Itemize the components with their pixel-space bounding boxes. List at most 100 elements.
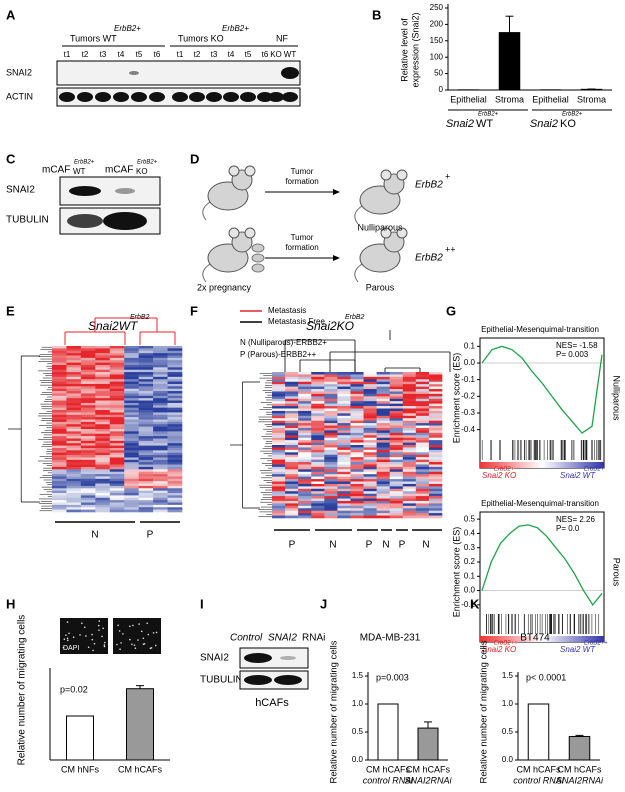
heatmap-cell xyxy=(109,353,125,356)
y-tick-label: 1.0 xyxy=(352,699,364,708)
heatmap-cell xyxy=(298,423,312,426)
cell-dot xyxy=(104,641,106,644)
heatmap-cell xyxy=(66,471,82,475)
heatmap-cell xyxy=(363,418,377,421)
y-tick-label: 1.5 xyxy=(502,671,514,680)
heatmap-cell xyxy=(52,504,67,508)
heatmap-cell xyxy=(363,393,377,397)
column-label: N xyxy=(422,540,429,551)
heatmap-cell xyxy=(153,457,168,461)
heatmap-cell xyxy=(52,410,67,413)
heatmap-cell xyxy=(285,376,299,380)
heatmap-cell xyxy=(95,443,111,446)
heatmap-cell xyxy=(66,459,82,463)
heatmap-cell xyxy=(285,381,299,385)
heatmap-cell xyxy=(389,483,404,487)
band xyxy=(240,92,256,102)
heatmap-cell xyxy=(95,346,111,349)
heatmap-cell xyxy=(311,413,325,417)
heatmap-cell xyxy=(376,508,390,511)
heatmap-cell xyxy=(311,435,325,438)
heatmap-cell xyxy=(272,374,286,378)
cell-dot xyxy=(134,647,137,650)
es-curve xyxy=(481,524,603,606)
heatmap-cell xyxy=(415,427,430,431)
heatmap-cell xyxy=(272,386,286,390)
heatmap-cell xyxy=(80,393,96,397)
heatmap-cell xyxy=(298,432,312,436)
heatmap-cell xyxy=(402,384,417,387)
heatmap-cell xyxy=(363,510,377,514)
heatmap-cell xyxy=(337,391,351,395)
heatmap-cell xyxy=(389,445,404,448)
heatmap-cell xyxy=(298,510,312,514)
heatmap-cell xyxy=(124,350,139,354)
heatmap-cell xyxy=(415,423,430,426)
heatmap-cell xyxy=(272,471,286,475)
heatmap-cell xyxy=(363,457,377,460)
group-sup: ErbB2+ xyxy=(114,24,141,33)
heatmap-cell xyxy=(376,379,390,383)
row-label: ACTIN xyxy=(6,91,33,101)
heatmap-cell xyxy=(66,388,82,392)
heatmap-cell xyxy=(311,488,325,492)
heatmap-cell xyxy=(95,400,111,404)
heatmap-cell xyxy=(124,478,139,482)
heatmap-cell xyxy=(389,437,404,441)
heatmap-cell xyxy=(80,488,96,491)
heatmap-cell xyxy=(324,483,338,487)
heatmap-cell xyxy=(80,447,96,451)
heatmap-cell xyxy=(52,400,67,404)
heatmap-cell xyxy=(153,431,168,435)
heatmap-cell xyxy=(124,469,139,472)
heatmap-cell xyxy=(66,452,82,456)
heatmap-cell xyxy=(95,500,111,503)
heatmap-cell xyxy=(95,471,111,475)
heatmap-cell xyxy=(167,478,183,482)
heatmap-cell xyxy=(337,496,351,499)
heatmap-cell xyxy=(428,372,443,375)
cell-dot xyxy=(155,631,158,634)
heatmap-cell xyxy=(311,403,325,407)
heatmap-cell xyxy=(415,483,430,487)
column-label: mCAF xyxy=(42,165,70,176)
heatmap-cell xyxy=(95,369,111,373)
heatmap-cell xyxy=(298,401,312,404)
heatmap-cell xyxy=(285,500,299,504)
heatmap-cell xyxy=(52,402,67,406)
heatmap-cell xyxy=(153,400,168,404)
cell-dot xyxy=(85,635,87,637)
heatmap-cell xyxy=(95,395,111,399)
cell-dot xyxy=(65,634,67,636)
bar xyxy=(568,735,591,761)
heatmap-cell xyxy=(285,408,299,412)
heatmap-cell xyxy=(272,481,286,485)
y-axis-label: Enrichment score (ES) xyxy=(451,527,461,618)
heatmap-cell xyxy=(109,395,125,399)
heatmap-cell xyxy=(285,423,299,426)
heatmap-cell xyxy=(363,406,377,409)
lane-label: t6 xyxy=(154,50,161,59)
heatmap-cell xyxy=(324,376,338,380)
heatmap-cell xyxy=(66,355,82,359)
heatmap-cell xyxy=(428,503,443,507)
group-sup: ErbB2+ xyxy=(222,24,249,33)
heatmap-cell xyxy=(428,413,443,417)
cell-dot xyxy=(152,632,155,634)
lane-label: t2 xyxy=(82,50,89,59)
genotype-sup: + xyxy=(445,171,450,181)
heatmap-cell xyxy=(285,401,299,404)
blot xyxy=(239,647,309,669)
heatmap-cell xyxy=(376,500,390,504)
heatmap-cell xyxy=(167,346,183,349)
heatmap-cell xyxy=(376,415,390,419)
heatmap-cell xyxy=(337,498,351,502)
cell-dot xyxy=(146,622,148,625)
heatmap-cell xyxy=(138,488,154,491)
heatmap-cell xyxy=(337,442,351,446)
heatmap-cell xyxy=(324,449,338,453)
heatmap-cell xyxy=(337,479,351,482)
heatmap-cell xyxy=(109,488,125,491)
heatmap-cell xyxy=(66,450,82,454)
